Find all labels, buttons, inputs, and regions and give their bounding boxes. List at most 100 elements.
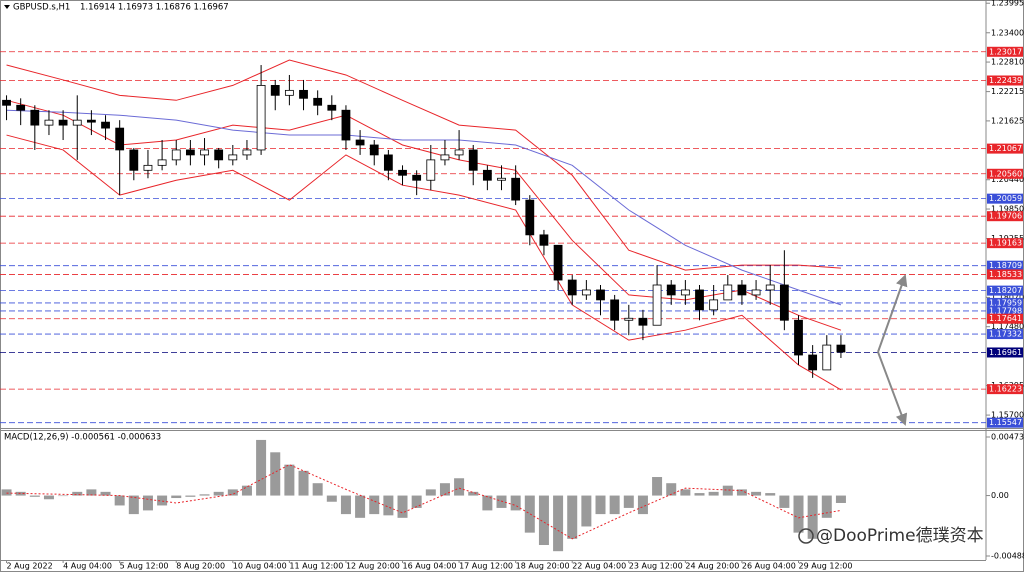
y-tick-label: 1.18070 bbox=[991, 293, 1024, 302]
candle-body bbox=[737, 284, 747, 296]
candle-body bbox=[299, 89, 308, 99]
macd-bar bbox=[284, 464, 295, 496]
macd-bar bbox=[609, 495, 620, 515]
level-tag bbox=[987, 297, 1023, 308]
level-label: 1.17959 bbox=[989, 298, 1022, 307]
macd-bar bbox=[355, 495, 366, 518]
x-tick-label: 11 Aug 12:00 bbox=[289, 562, 343, 571]
macd-bar bbox=[157, 495, 168, 506]
macd-bar bbox=[171, 495, 182, 499]
macd-bar bbox=[595, 495, 606, 515]
y-tick-label: 0.00 bbox=[991, 491, 1009, 500]
level-label: 1.18207 bbox=[989, 286, 1022, 295]
level-tag bbox=[987, 305, 1023, 316]
y-tick-label: 1.21625 bbox=[991, 116, 1024, 125]
level-label: 1.15547 bbox=[989, 418, 1022, 427]
candle-body bbox=[86, 119, 96, 123]
candle-body bbox=[143, 164, 153, 171]
candle-body bbox=[666, 284, 676, 296]
candle-body bbox=[638, 317, 648, 326]
candle-body bbox=[398, 169, 407, 176]
macd-bar bbox=[128, 495, 139, 515]
macd-bar bbox=[1, 489, 12, 496]
candle-body bbox=[539, 234, 549, 246]
candle-body bbox=[171, 149, 181, 161]
macd-bar bbox=[100, 491, 111, 496]
candle-body bbox=[129, 149, 139, 171]
x-tick-label: 29 Aug 12:00 bbox=[799, 562, 853, 571]
macd-bar bbox=[637, 495, 648, 515]
candle-body bbox=[30, 109, 40, 126]
y-tick-label: 0.004738 bbox=[991, 432, 1024, 441]
candle-body bbox=[284, 89, 294, 96]
level-tag bbox=[987, 193, 1023, 204]
level-tag bbox=[987, 238, 1023, 249]
indicator-line bbox=[6, 59, 841, 271]
y-tick-label: 1.23400 bbox=[991, 28, 1024, 37]
candle-body bbox=[214, 149, 224, 161]
candle-body bbox=[525, 199, 535, 236]
ohlc: 1.16914 1.16973 1.16876 1.16967 bbox=[80, 3, 229, 13]
macd-bar bbox=[680, 489, 691, 496]
macd-bar bbox=[298, 470, 309, 496]
x-tick-label: 12 Aug 20:00 bbox=[346, 562, 400, 571]
y-tick-label: 1.19850 bbox=[991, 205, 1024, 214]
y-tick-label: 1.23995 bbox=[991, 0, 1024, 8]
level-label: 1.17332 bbox=[989, 330, 1022, 339]
macd-bar bbox=[425, 489, 436, 496]
down-arrow bbox=[877, 351, 908, 426]
macd-label: MACD(12,26,9) -0.000561 -0.000633 bbox=[4, 433, 161, 443]
candle-body bbox=[468, 149, 478, 171]
x-tick-label: 23 Aug 12:00 bbox=[629, 562, 683, 571]
macd-bar bbox=[142, 495, 153, 511]
macd-bar bbox=[807, 495, 818, 539]
candle-body bbox=[341, 109, 351, 141]
candle-body bbox=[440, 154, 450, 161]
macd-bar bbox=[58, 495, 69, 497]
macd-bar bbox=[326, 495, 337, 502]
level-tag bbox=[987, 417, 1023, 428]
level-label: 1.22439 bbox=[989, 76, 1022, 85]
level-tag bbox=[987, 168, 1023, 179]
candle-body bbox=[794, 319, 803, 356]
candle-body bbox=[355, 139, 365, 146]
macd-bar bbox=[256, 439, 267, 496]
candle-body bbox=[412, 174, 422, 181]
macd-bar bbox=[312, 483, 323, 496]
x-tick-label: 18 Aug 20:00 bbox=[516, 562, 570, 571]
macd-bar bbox=[751, 491, 762, 496]
macd-bar bbox=[383, 495, 394, 516]
candle-body bbox=[270, 85, 280, 96]
y-tick-label: 1.22215 bbox=[991, 87, 1024, 96]
level-label: 1.19163 bbox=[989, 239, 1022, 248]
macd-bar bbox=[567, 495, 578, 539]
macd-bar bbox=[340, 495, 351, 515]
level-label: 1.18709 bbox=[989, 261, 1022, 270]
candle-body bbox=[426, 159, 436, 181]
candle-body bbox=[72, 119, 82, 126]
level-tag bbox=[987, 347, 1023, 358]
macd-bar bbox=[623, 495, 634, 508]
level-label: 1.16961 bbox=[989, 348, 1022, 357]
macd-bar bbox=[765, 493, 776, 496]
candle-body bbox=[16, 104, 26, 111]
x-tick-label: 5 Aug 12:00 bbox=[120, 562, 169, 571]
macd-bar bbox=[553, 495, 564, 552]
up-arrow bbox=[877, 274, 908, 353]
macd-bar bbox=[468, 491, 479, 496]
macd-bar bbox=[439, 483, 450, 496]
macd-bar bbox=[722, 485, 733, 496]
macd-bar bbox=[496, 495, 507, 508]
candle-body bbox=[511, 177, 521, 201]
macd-bar bbox=[652, 477, 663, 496]
macd-bar bbox=[821, 495, 832, 518]
candle-body bbox=[497, 177, 506, 181]
level-tag bbox=[987, 269, 1023, 280]
candle-body bbox=[256, 85, 266, 151]
logo bbox=[798, 528, 814, 544]
candle-body bbox=[327, 104, 337, 111]
signal-line bbox=[6, 464, 842, 540]
level-tag bbox=[987, 46, 1023, 57]
candle-body bbox=[610, 299, 620, 321]
